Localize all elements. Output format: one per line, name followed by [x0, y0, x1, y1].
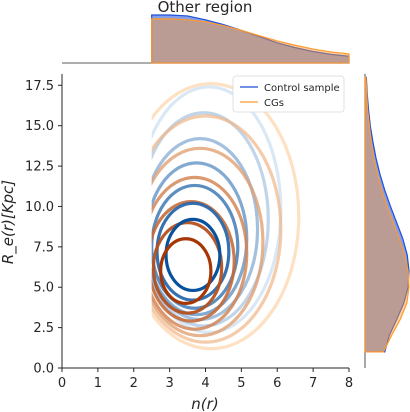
cgs-marginal-y-density [364, 76, 410, 353]
x-tick-label: 2 [130, 376, 138, 391]
x-tick-label: 7 [309, 376, 317, 391]
cgs-contour-level-6 [151, 114, 283, 344]
contour-set [151, 82, 301, 351]
x-tick-label: 6 [273, 376, 281, 391]
y-tick-label: 17.5 [25, 79, 54, 94]
cgs-marginal-x-density [151, 18, 350, 64]
x-tick-label: 1 [94, 376, 102, 391]
y-tick-label: 12.5 [25, 160, 54, 175]
y-tick-label: 15.0 [25, 119, 54, 134]
x-tick-label: 3 [165, 376, 173, 391]
x-ticks: 0 1 2 3 4 5 6 7 8 [58, 368, 353, 391]
y-ticks: 0.0 2.5 5.0 7.5 10.0 12.5 15.0 17.5 [25, 79, 62, 377]
control-sample-contour-level-3 [151, 183, 240, 310]
cgs-contour-level-7 [151, 82, 301, 351]
x-axis-label: n(r) [191, 395, 218, 412]
x-tick-label: 8 [345, 376, 353, 391]
legend: Control sample CGs [232, 75, 345, 113]
main-plot-area: 0 1 2 3 4 5 6 7 8 0.0 2.5 5.0 7.5 10.0 12.5 15.0 17.5 [25, 74, 353, 391]
x-tick-label: 0 [58, 376, 66, 391]
control-sample-contour-level-6 [151, 111, 270, 328]
y-axis-label: R_e(r)[Kpc] [0, 180, 18, 264]
legend-label-cgs: CGs [264, 98, 284, 109]
cgs-contour-level-1 [159, 237, 213, 305]
top-marginal-panel [62, 14, 350, 64]
legend-box [232, 75, 345, 113]
y-tick-label: 5.0 [33, 281, 54, 296]
x-tick-label: 4 [201, 376, 209, 391]
y-tick-label: 0.0 [33, 362, 54, 377]
cgs-contour-level-2 [151, 221, 224, 315]
right-marginal-panel [364, 74, 410, 368]
control-sample-contour-level-1 [164, 217, 222, 293]
y-tick-label: 2.5 [33, 321, 54, 336]
y-tick-label: 10.0 [25, 200, 54, 215]
cgs-contour-level-5 [151, 146, 265, 338]
control-sample-marginal-x-density [151, 14, 350, 64]
cgs-contour-level-4 [151, 175, 249, 331]
legend-label-control-sample: Control sample [264, 83, 340, 94]
cgs-contour-level-3 [151, 200, 236, 323]
y-tick-label: 7.5 [33, 240, 54, 255]
x-tick-label: 5 [237, 376, 245, 391]
chart-title: Other region [158, 0, 253, 16]
